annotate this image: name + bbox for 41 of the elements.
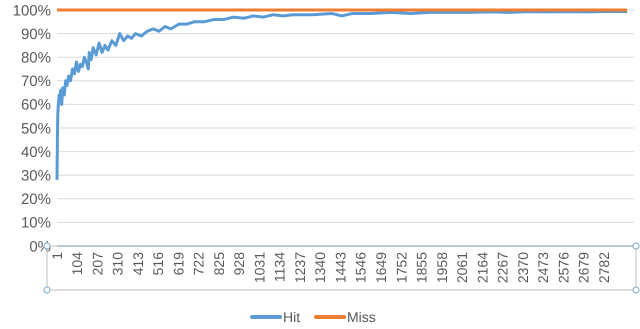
x-tick-label: 1237 xyxy=(292,252,308,284)
y-tick-label: 70% xyxy=(20,73,51,90)
x-tick-label: 1649 xyxy=(372,252,389,284)
x-tick-label: 2370 xyxy=(514,252,531,284)
x-tick-label: 2679 xyxy=(576,252,592,284)
x-tick-label: 1443 xyxy=(332,252,348,284)
x-tick-label: 104 xyxy=(69,252,86,276)
x-tick-label: 2061 xyxy=(454,252,470,284)
x-tick-label: 1340 xyxy=(312,252,328,284)
y-tick-label: 80% xyxy=(20,49,51,66)
y-tick-label: 60% xyxy=(20,96,51,114)
legend-label: Miss xyxy=(347,308,376,325)
y-tick-label: 50% xyxy=(20,120,51,138)
y-tick-label: 30% xyxy=(20,167,51,184)
y-tick-label: 40% xyxy=(20,144,51,161)
y-tick-label: 100% xyxy=(12,2,51,20)
x-tick-label: 1855 xyxy=(414,252,430,284)
y-tick-label: 20% xyxy=(20,191,51,208)
line-series xyxy=(56,10,629,182)
x-tick-label: 1958 xyxy=(434,252,450,284)
x-tick-label: 207 xyxy=(89,252,106,276)
x-tick-label: 2164 xyxy=(474,252,490,284)
x-tick-label: 1546 xyxy=(352,252,369,284)
x-tick-label: 2473 xyxy=(535,252,552,284)
x-tick-label: 825 xyxy=(210,252,227,276)
x-tick-label: 619 xyxy=(170,252,186,276)
y-tick-label: 90% xyxy=(20,26,51,43)
x-tick-label: 516 xyxy=(150,252,166,276)
y-tick-label: 10% xyxy=(20,214,51,232)
x-tick-label: 310 xyxy=(110,252,126,276)
x-tick-label: 1031 xyxy=(251,252,268,284)
x-tick-label: 722 xyxy=(190,252,207,276)
x-tick-label: 413 xyxy=(130,252,146,276)
x-tick-label: 1 xyxy=(48,252,65,260)
x-tick-label: 928 xyxy=(231,252,248,276)
x-tick-label: 2576 xyxy=(555,252,572,284)
x-tick-label: 2267 xyxy=(494,252,511,284)
legend-label: Hit xyxy=(283,308,300,325)
x-tick-label: 1134 xyxy=(272,252,288,282)
x-tick-label: 1752 xyxy=(393,252,410,284)
x-tick-label: 2782 xyxy=(596,252,612,284)
